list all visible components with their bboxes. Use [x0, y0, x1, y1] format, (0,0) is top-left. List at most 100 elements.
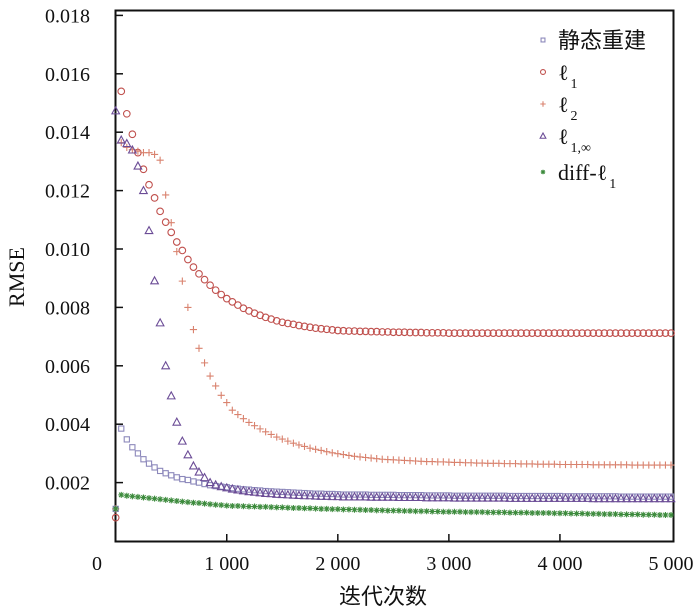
data-point-l2 — [206, 372, 214, 380]
data-point-l1 — [600, 329, 609, 337]
data-point-l1inf — [110, 105, 121, 115]
data-point-l2 — [162, 191, 170, 199]
data-point-diffl1 — [479, 509, 486, 516]
data-point-l1 — [211, 286, 220, 295]
data-point-l1 — [589, 329, 598, 337]
y-tick-label: 0.012 — [45, 181, 90, 203]
data-point-l1inf — [144, 225, 154, 235]
data-point-diffl1 — [545, 509, 552, 516]
data-point-l2 — [350, 452, 359, 460]
data-point-l1 — [611, 329, 620, 337]
data-point-l1 — [644, 329, 653, 337]
data-point-l1inf — [582, 493, 593, 502]
y-tick-label: 0.016 — [45, 64, 90, 86]
data-point-l1 — [583, 329, 592, 337]
data-point-l1inf — [327, 491, 337, 501]
data-point-l1 — [661, 329, 670, 337]
data-point-diffl1 — [262, 503, 269, 510]
data-point-diffl1 — [662, 512, 669, 519]
data-point-l2 — [173, 248, 181, 256]
legend-label-main: ℓ — [558, 60, 569, 85]
data-point-l1inf — [499, 492, 510, 502]
data-point-l1inf — [433, 492, 443, 502]
data-point-l2 — [178, 277, 186, 285]
data-point-l1 — [533, 329, 542, 337]
data-point-l1 — [528, 329, 537, 337]
x-tick-label: 3 000 — [426, 553, 471, 575]
data-point-l1 — [411, 328, 420, 337]
data-point-l1 — [206, 281, 214, 290]
y-tick-label: 0.006 — [45, 356, 90, 378]
data-point-l1inf — [394, 492, 404, 502]
data-point-l1 — [217, 290, 226, 299]
data-point-diffl1 — [418, 508, 425, 515]
data-point-diffl1 — [562, 510, 569, 517]
data-point-l1inf — [516, 493, 526, 502]
data-point-static — [140, 456, 147, 463]
data-point-diffl1 — [307, 505, 314, 512]
data-point-diffl1 — [329, 506, 336, 513]
data-point-l2 — [245, 418, 253, 427]
data-point-diffl1 — [634, 511, 641, 518]
data-point-l1 — [472, 329, 481, 337]
data-point-diffl1 — [351, 506, 358, 513]
data-point-l2 — [250, 422, 259, 430]
data-point-l1 — [650, 329, 659, 337]
data-point-l1inf — [621, 493, 632, 503]
x-tick-label: 5 000 — [649, 553, 694, 575]
data-point-l1inf — [416, 492, 426, 502]
data-point-l1inf — [160, 360, 171, 370]
data-point-diffl1 — [168, 497, 175, 504]
data-point-l1inf — [666, 493, 676, 503]
data-point-l1 — [400, 328, 409, 337]
data-point-l1inf — [494, 492, 504, 502]
data-point-l1 — [511, 329, 520, 337]
data-point-static — [179, 475, 186, 483]
data-point-diffl1 — [140, 494, 147, 501]
data-point-diffl1 — [656, 512, 663, 519]
data-point-l1inf — [188, 460, 199, 470]
data-point-diffl1 — [529, 509, 536, 516]
data-point-l1inf — [527, 493, 537, 502]
data-point-l1inf — [255, 487, 265, 497]
data-point-l1 — [261, 313, 270, 322]
data-point-diffl1 — [207, 501, 214, 508]
data-point-l1inf — [632, 493, 643, 503]
y-tick-label: 0.010 — [45, 239, 90, 261]
data-point-diffl1 — [584, 510, 591, 517]
x-tick-label: 1 000 — [204, 553, 249, 575]
data-point-l1 — [167, 228, 176, 237]
legend-marker-l2 — [540, 101, 546, 107]
data-point-l1inf — [660, 493, 671, 503]
data-point-l1inf — [366, 492, 376, 501]
data-point-static — [151, 464, 158, 471]
data-point-l1inf — [244, 486, 254, 496]
data-point-l1inf — [544, 493, 554, 502]
data-point-diffl1 — [395, 507, 402, 514]
data-point-diffl1 — [301, 505, 308, 512]
data-point-diffl1 — [501, 509, 508, 516]
data-point-l1inf — [199, 472, 210, 482]
data-point-l1inf — [449, 492, 460, 502]
data-point-static — [129, 444, 136, 451]
data-point-l1inf — [560, 493, 571, 502]
data-point-l1 — [195, 269, 203, 278]
data-point-l1inf — [166, 390, 176, 400]
data-point-l1inf — [249, 487, 260, 496]
data-point-l1inf — [172, 417, 182, 426]
data-point-diffl1 — [129, 493, 136, 500]
data-point-l1inf — [388, 492, 399, 501]
data-point-l1inf — [483, 492, 493, 502]
data-point-l1inf — [288, 490, 299, 499]
data-point-l1inf — [421, 492, 432, 502]
data-point-l1 — [506, 329, 514, 337]
x-axis-title: 迭代次数 — [339, 584, 427, 609]
data-point-l1inf — [338, 491, 349, 501]
data-point-l1inf — [227, 483, 238, 493]
data-point-l1 — [333, 326, 342, 335]
data-point-l1 — [300, 322, 309, 331]
data-point-l2 — [228, 406, 236, 414]
data-marks — [110, 87, 676, 522]
